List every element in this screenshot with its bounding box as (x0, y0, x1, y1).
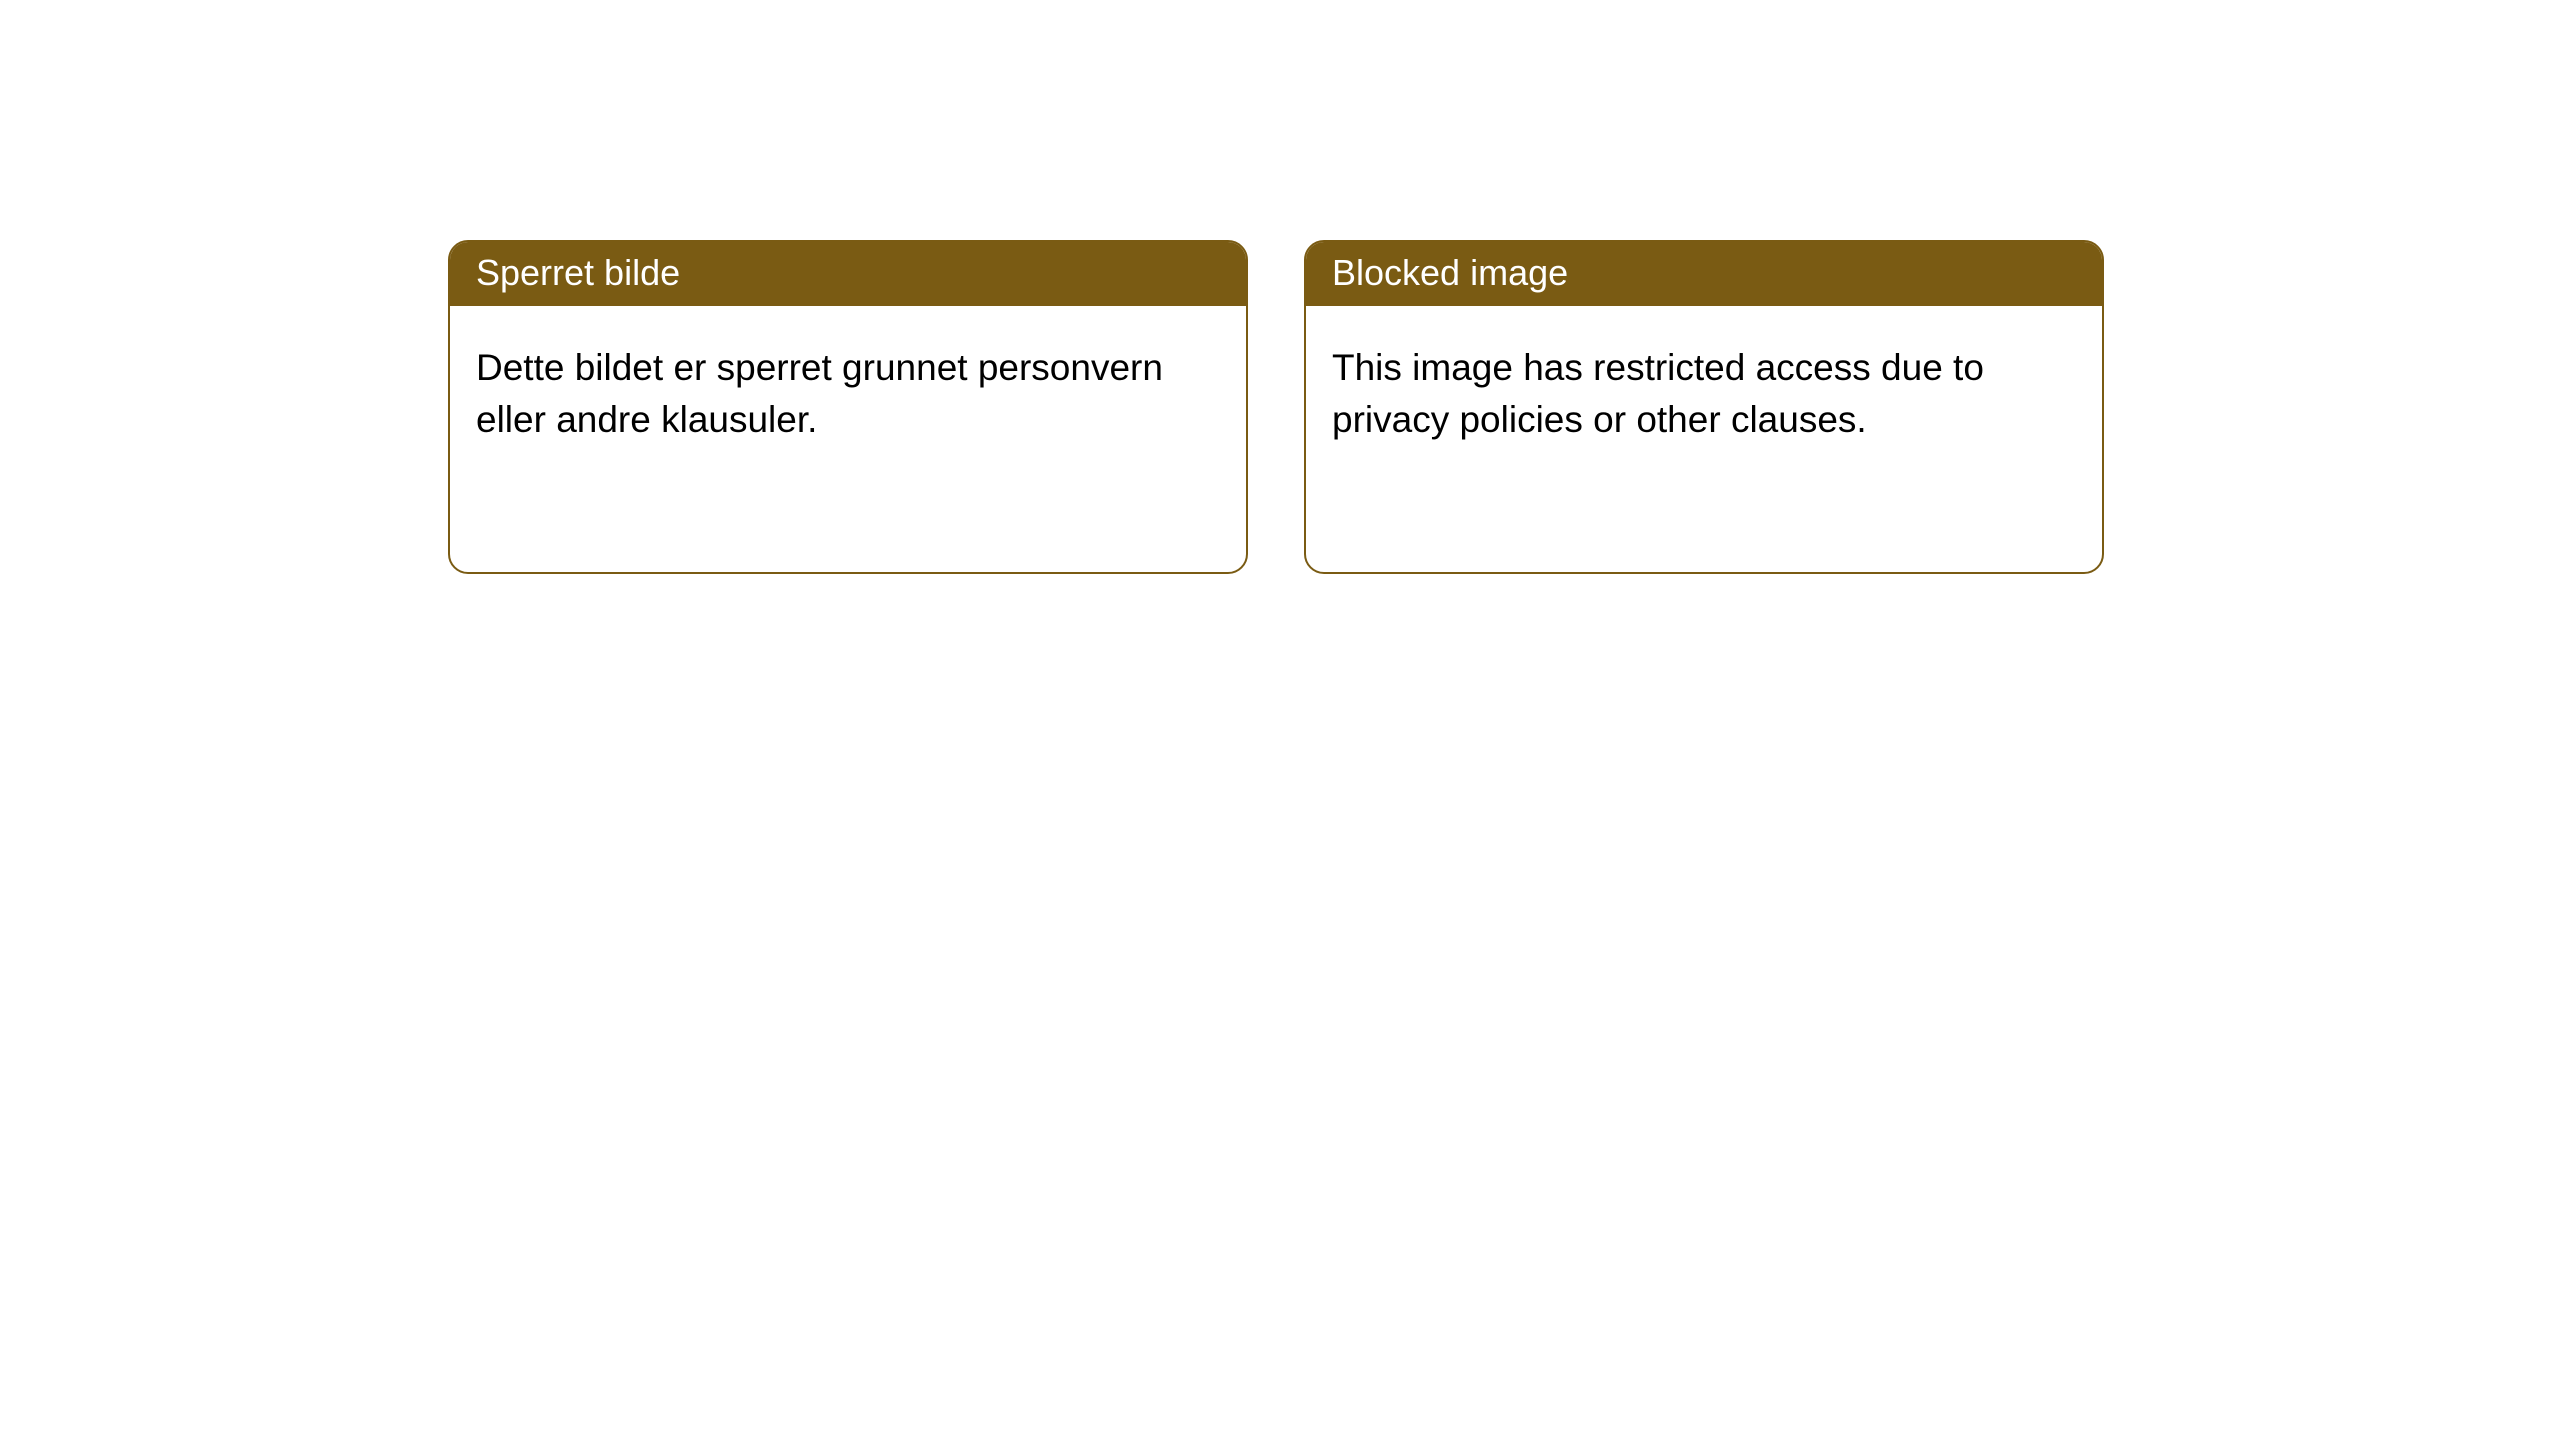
blocked-image-card-en: Blocked image This image has restricted … (1304, 240, 2104, 574)
card-header: Blocked image (1306, 242, 2102, 306)
card-body: Dette bildet er sperret grunnet personve… (450, 306, 1246, 482)
notice-container: Sperret bilde Dette bildet er sperret gr… (448, 240, 2104, 574)
card-message: This image has restricted access due to … (1332, 347, 1984, 440)
card-title: Blocked image (1332, 252, 1568, 293)
card-body: This image has restricted access due to … (1306, 306, 2102, 482)
card-title: Sperret bilde (476, 252, 680, 293)
card-header: Sperret bilde (450, 242, 1246, 306)
blocked-image-card-no: Sperret bilde Dette bildet er sperret gr… (448, 240, 1248, 574)
card-message: Dette bildet er sperret grunnet personve… (476, 347, 1163, 440)
